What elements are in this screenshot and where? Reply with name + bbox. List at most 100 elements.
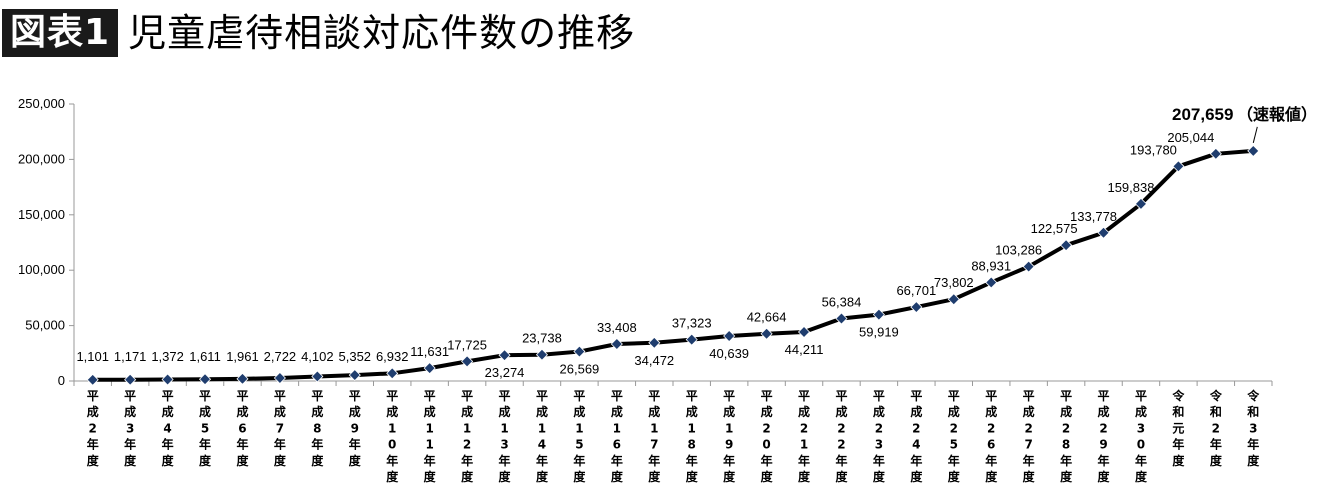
data-point — [461, 355, 474, 368]
data-label: 59,919 — [859, 325, 899, 340]
data-label: 205,044 — [1167, 130, 1214, 145]
x-tick-label: 平成 1 9 年度 — [723, 389, 736, 484]
x-tick-label: 平成 1 8 年度 — [686, 389, 699, 484]
data-point — [872, 308, 885, 321]
x-tick-label: 平成 2 0 年度 — [761, 389, 774, 484]
annotation-preliminary: （速報値） — [1237, 105, 1317, 124]
data-point — [723, 329, 736, 343]
data-point — [610, 337, 623, 351]
x-tick-label: 平成 2 9 年度 — [1098, 389, 1111, 484]
x-tick-label: 平成 7 年度 — [274, 389, 287, 468]
data-point — [573, 345, 586, 358]
data-label: 42,664 — [747, 310, 787, 325]
x-tick-label: 令和元年度 — [1171, 388, 1185, 468]
figure-badge: 図表1 — [2, 9, 119, 57]
data-label: 1,372 — [151, 349, 184, 364]
label-leader-line — [1252, 126, 1258, 144]
data-label: 40,639 — [709, 346, 749, 361]
data-label: 17,725 — [447, 337, 487, 352]
data-point — [386, 367, 399, 380]
data-point — [947, 293, 960, 306]
data-label: 23,738 — [522, 331, 562, 346]
data-point — [311, 370, 324, 383]
data-point — [760, 327, 773, 340]
x-tick-label: 平成 5 年度 — [199, 389, 212, 468]
data-point — [1134, 197, 1148, 210]
y-tick-label: 0 — [58, 373, 65, 388]
data-label: 159,838 — [1107, 180, 1154, 195]
data-point — [1209, 147, 1222, 160]
x-tick-label: 平成 2 5 年度 — [948, 389, 961, 484]
data-point — [86, 373, 99, 386]
data-point — [910, 301, 923, 314]
data-point — [236, 372, 249, 385]
data-point — [198, 373, 212, 386]
data-point — [685, 333, 698, 346]
data-label: 5,352 — [339, 349, 372, 364]
data-label: 88,931 — [971, 258, 1011, 273]
x-tick-label: 平成 3 年度 — [124, 389, 137, 468]
y-tick-label: 200,000 — [18, 151, 65, 166]
y-tick-label: 250,000 — [18, 96, 65, 111]
x-tick-label: 平成 4 年度 — [162, 389, 175, 468]
data-point — [1097, 226, 1110, 239]
data-label: 34,472 — [634, 353, 674, 368]
data-label: 1,171 — [114, 349, 147, 364]
x-tick-label: 平成 1 7 年度 — [648, 389, 661, 484]
data-label: 6,932 — [376, 349, 409, 364]
data-label: 44,211 — [785, 342, 824, 357]
x-tick-label: 平成 1 3 年度 — [499, 389, 512, 484]
data-point — [535, 348, 549, 361]
data-label-latest: 207,659 — [1172, 105, 1233, 124]
x-tick-label: 平成 1 2 年度 — [461, 389, 474, 484]
data-label: 4,102 — [301, 349, 334, 364]
data-point — [1247, 144, 1260, 157]
figure-header: 図表1 児童虐待相談対応件数の推移 — [2, 7, 635, 59]
x-tick-label: 平成 2 8 年度 — [1060, 389, 1073, 484]
x-tick-label: 平成 2 2 年度 — [835, 389, 848, 484]
data-label: 1,961 — [226, 349, 259, 364]
data-label: 2,722 — [264, 349, 297, 364]
data-label: 193,780 — [1130, 142, 1177, 157]
y-tick-label: 50,000 — [25, 318, 65, 333]
series-line — [92, 148, 1254, 382]
data-label: 1,101 — [76, 349, 109, 364]
data-label: 66,701 — [896, 283, 936, 298]
x-tick-label: 平成 2 年度 — [87, 389, 100, 468]
data-label: 11,631 — [410, 344, 449, 359]
x-tick-label: 平成 2 6 年度 — [985, 389, 998, 484]
data-point — [161, 373, 174, 386]
x-tick-label: 平成 1 1 年度 — [424, 389, 437, 484]
x-tick-label: 令和 3 年度 — [1246, 388, 1260, 468]
data-label: 26,569 — [560, 362, 600, 377]
data-point — [498, 349, 511, 362]
x-tick-label: 平成 2 3 年度 — [873, 389, 886, 484]
data-point — [348, 369, 361, 382]
chart-title: 児童虐待相談対応件数の推移 — [128, 11, 636, 55]
data-label: 23,274 — [485, 365, 525, 380]
data-label: 1,611 — [189, 349, 221, 364]
data-label: 133,778 — [1070, 209, 1117, 224]
x-tick-label: 平成 2 7 年度 — [1023, 389, 1036, 484]
data-point — [124, 373, 137, 386]
data-label: 33,408 — [597, 320, 637, 335]
x-tick-label: 平成 8 年度 — [311, 389, 324, 468]
x-tick-label: 平成 1 5 年度 — [573, 389, 586, 484]
x-tick-label: 平成 6 年度 — [236, 389, 249, 468]
data-point — [1060, 239, 1073, 252]
data-point — [648, 336, 661, 349]
data-label: 122,575 — [1031, 221, 1078, 236]
y-tick-label: 100,000 — [18, 262, 65, 277]
data-point — [1172, 160, 1185, 173]
data-label: 103,286 — [995, 243, 1042, 258]
x-tick-label: 平成 1 6 年度 — [611, 389, 624, 484]
data-point — [423, 362, 436, 375]
y-tick-label: 150,000 — [18, 207, 65, 222]
x-tick-label: 平成 2 1 年度 — [798, 389, 811, 484]
data-point — [273, 371, 286, 385]
data-point — [1022, 260, 1035, 273]
data-label: 56,384 — [822, 295, 862, 310]
data-label: 37,323 — [672, 316, 712, 331]
data-point — [835, 312, 848, 325]
